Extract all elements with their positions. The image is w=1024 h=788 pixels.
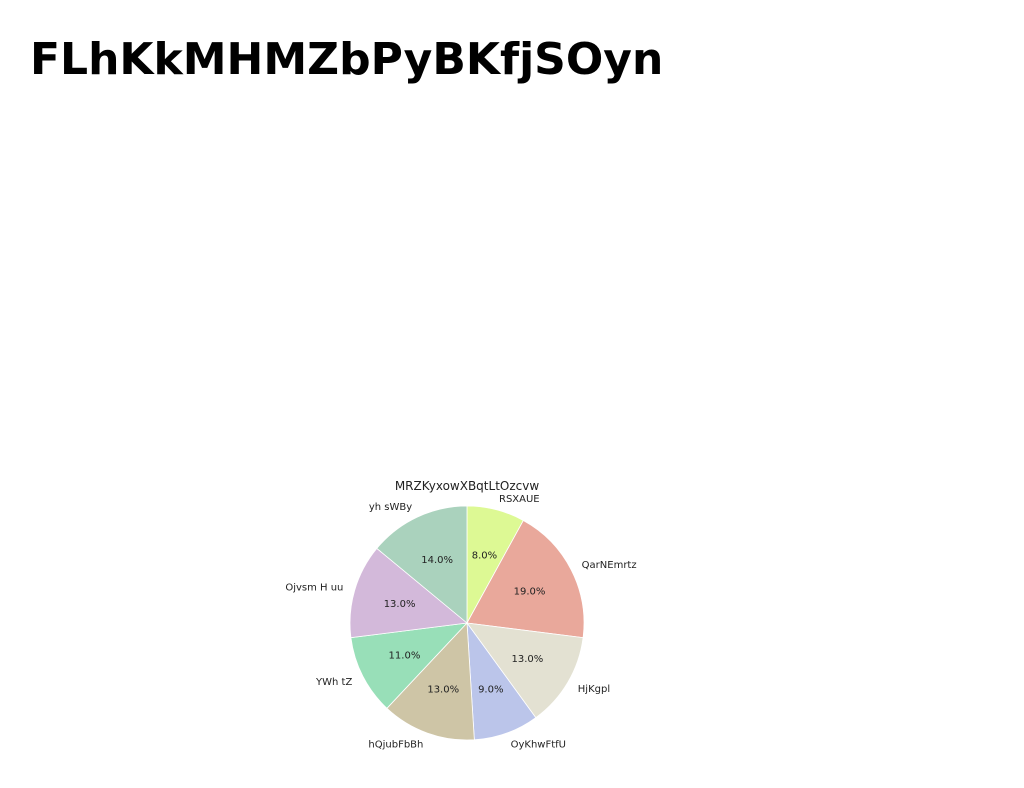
pie-slice: [466, 622, 584, 719]
pie-slice: [386, 622, 475, 741]
slice-category-label: hQjubFbBh: [368, 740, 423, 751]
slice-percent-label: 13.0%: [427, 685, 459, 696]
slice-category-label: yh sWBy: [369, 502, 412, 513]
slice-category-label: YWh tZ: [315, 677, 352, 688]
slice-percent-label: 19.0%: [514, 587, 546, 598]
pie-slice: [466, 519, 585, 639]
page-title: FLhKkMHMZbPyBKfjSOyn: [30, 34, 664, 85]
slice-category-label: RSXAUE: [499, 494, 540, 505]
slice-percent-label: 14.0%: [421, 555, 453, 566]
slice-percent-label: 13.0%: [384, 599, 416, 610]
pie-slice: [350, 622, 469, 709]
pie-slice: [349, 547, 468, 639]
slice-percent-label: 8.0%: [472, 551, 497, 562]
slice-category-label: Ojvsm H uu: [285, 583, 343, 594]
slice-category-label: OyKhwFtfU: [511, 740, 566, 751]
slice-percent-label: 11.0%: [389, 650, 421, 661]
slice-percent-label: 9.0%: [478, 685, 503, 696]
chart-title: MRZKyxowXBqtLtOzcvw: [395, 479, 540, 493]
slice-percent-label: 13.0%: [512, 654, 544, 665]
slice-category-label: QarNEmrtz: [582, 560, 637, 571]
pie-slice: [376, 505, 468, 624]
pie-slices: [349, 505, 585, 741]
slice-category-label: HjKgpl: [578, 684, 610, 695]
pie-labels: 8.0% RSXAUE 19.0% QarNEmrtz 13.0% HjKgpl 9.0% O…: [285, 494, 636, 751]
